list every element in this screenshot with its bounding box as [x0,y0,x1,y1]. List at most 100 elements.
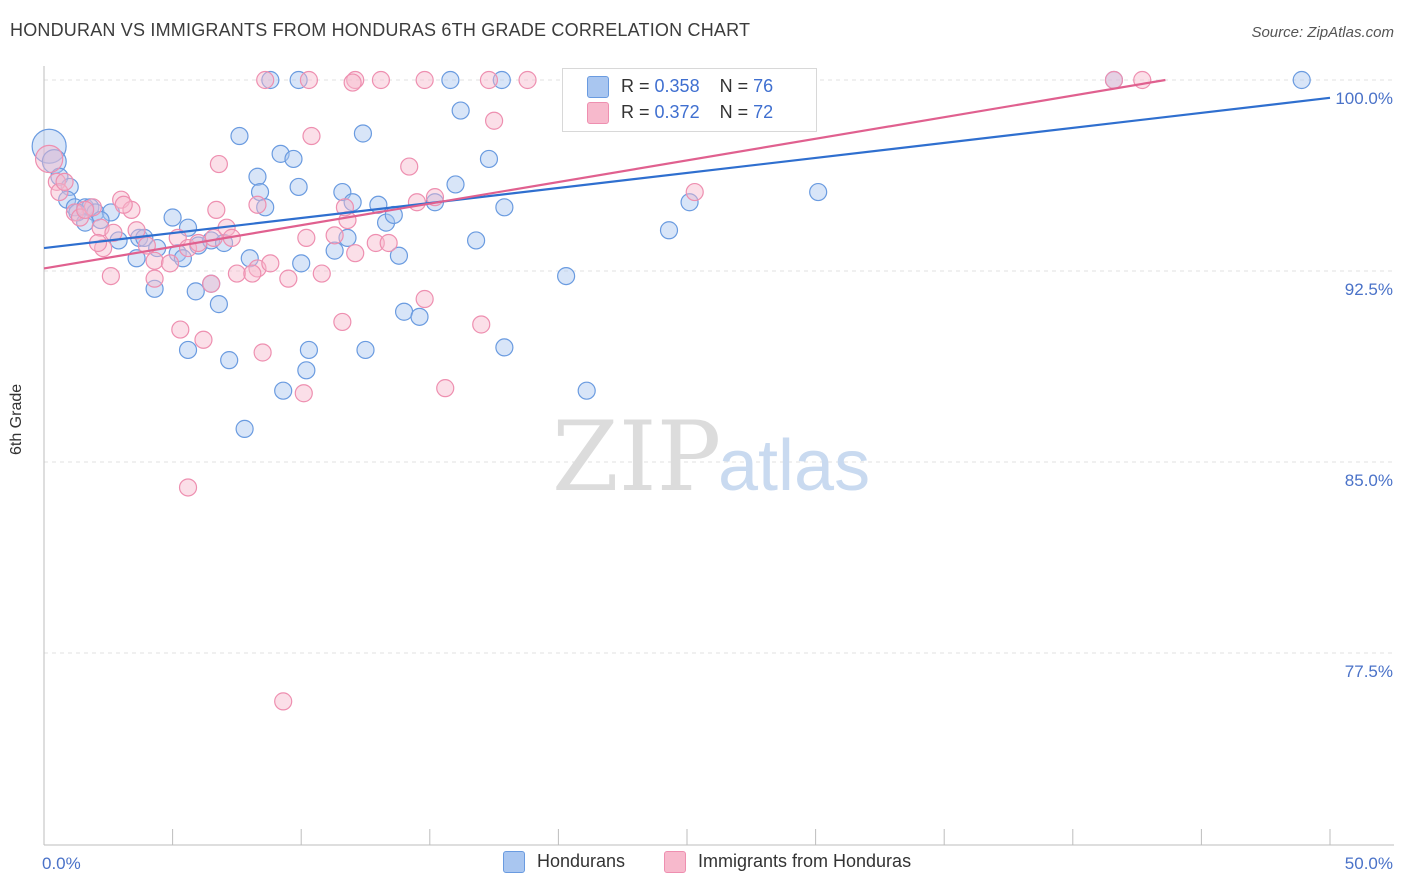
legend-row-immigrants: R = 0.372 N = 72 [587,102,773,126]
immigrant-point [333,312,352,332]
legend-n-label: N = [719,76,749,96]
immigrant-point [202,274,221,293]
legend-n-value: 72 [753,102,774,122]
immigrant-point [346,244,365,263]
immigrant-point [104,223,123,242]
immigrant-point [101,266,120,286]
honduran-point [410,307,429,326]
immigrant-point [371,70,391,90]
honduran-point [178,340,198,360]
immigrant-point [160,254,180,273]
gridlines [44,79,1394,654]
watermark-atlas: atlas [718,426,870,506]
series-swatch-immigrants [664,851,686,874]
immigrant-point [94,238,113,258]
immigrant-point [34,144,64,174]
x-tick-label: 0.0% [42,854,81,873]
immigrant-point [472,315,491,334]
immigrant-point [1104,70,1124,90]
honduran-point [274,381,293,400]
immigrant-point [253,343,272,362]
honduran-point [31,128,67,164]
immigrant-point [227,264,246,283]
immigrant-point [400,157,419,176]
immigrant-point [178,478,198,497]
honduran-point [297,361,316,380]
honduran-point [209,295,228,314]
y-tick-label: 92.5% [1345,280,1393,299]
immigrant-point [145,251,164,270]
honduran-point [495,338,514,357]
immigrant-point [145,269,164,288]
immigrant-point [297,228,316,247]
immigrant-point [50,182,69,202]
honduran-point [289,177,308,197]
trendlines [43,78,1331,270]
honduran-point [492,70,511,90]
immigrant-point [274,692,293,711]
immigrant-point [243,264,262,283]
series-legend-hondurans[interactable]: Hondurans [503,851,626,874]
immigrant-point [294,384,313,403]
immigrant-point [325,226,344,245]
immigrant-point [279,269,298,288]
y-tick-label: 77.5% [1345,662,1393,681]
immigrant-point [415,70,434,90]
honduran-point [289,70,308,90]
immigrant-point [685,182,704,202]
y-tick-label: 85.0% [1345,471,1393,490]
honduran-point [356,340,375,360]
honduran-point [325,241,344,260]
watermark-zip: ZIP [552,401,721,513]
immigrant-trendline [43,78,1166,270]
honduran-point [809,182,828,202]
immigrant-point [343,73,362,92]
legend-r-label: R = [621,76,650,96]
honduran-point [577,381,596,400]
legend-n-label: N = [719,102,749,122]
honduran-point [441,70,460,90]
legend-r-value: 0.358 [654,76,700,96]
immigrant-point [379,233,398,253]
series-legend-immigrants[interactable]: Immigrants from Honduras [664,851,911,874]
immigrant-point [407,193,427,212]
legend-r-label: R = [621,102,650,122]
honduran-point [163,208,182,227]
honduran-point [495,198,514,217]
honduran-point [261,70,280,90]
legend-n-value: 76 [753,76,774,96]
immigrant-point [207,200,226,219]
y-tick-label: 100.0% [1335,89,1393,108]
series-legend: Hondurans Immigrants from Honduras [0,851,1406,879]
honduran-point [1292,70,1311,90]
series-swatch-hondurans [503,851,525,874]
honduran-point [145,279,164,298]
honduran-point [353,124,373,143]
honduran-point [389,246,409,265]
honduran-trendline [43,96,1331,250]
series-label-hondurans: Hondurans [537,851,626,871]
honduran-point [659,221,679,240]
honduran-point [451,101,470,120]
honduran-point [394,302,414,321]
data-points [31,70,1311,711]
immigrant-point [518,70,537,90]
immigrant-point [76,200,95,219]
immigrant-point [346,70,365,90]
immigrant-point [299,70,319,90]
immigrant-point [479,70,499,90]
correlation-legend: R = 0.358 N = 76 R = 0.372 N = 72 [562,68,817,132]
watermark: ZIP atlas [552,401,870,513]
legend-r-value: 0.372 [654,102,700,122]
source-credit: Source: ZipAtlas.com [1251,24,1394,41]
honduran-point [479,149,499,169]
immigrant-point [256,70,275,90]
honduran-point [446,175,465,194]
legend-swatch-immigrants [587,102,609,125]
immigrant-point [312,264,331,283]
honduran-point [292,254,311,273]
immigrant-point [194,330,213,349]
immigrant-point [55,172,74,191]
honduran-point [284,149,303,169]
